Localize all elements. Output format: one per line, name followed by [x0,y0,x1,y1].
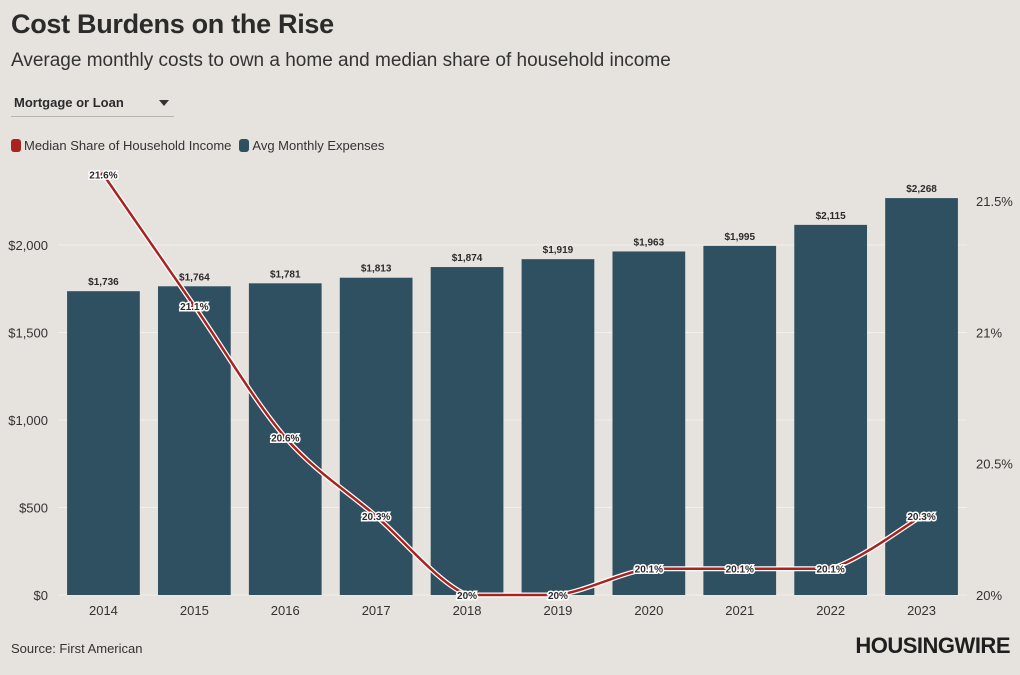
legend-item-share[interactable]: Median Share of Household Income [11,138,231,153]
chart-title: Cost Burdens on the Rise [11,9,334,39]
x-tick-label: 2021 [725,603,754,618]
x-tick-label: 2016 [271,603,300,618]
bar-2022 [794,224,868,595]
bar-2014 [67,291,140,595]
x-tick-label: 2019 [543,603,572,618]
y-left-tick-label: $1,000 [8,413,48,428]
bar-value-label: $1,781 [270,269,301,280]
bar-value-label: $1,764 [179,272,210,283]
share-point-2014 [100,171,107,178]
share-line [102,174,923,597]
source-note: Source: First American [11,641,143,656]
share-point-2022 [827,565,834,572]
bar-value-label: $1,813 [361,264,392,275]
share-value-label: 20% [548,591,568,602]
share-value-label: 20.6% [271,433,299,444]
chart-legend: Median Share of Household Income Avg Mon… [11,138,392,153]
share-value-label: 20% [457,591,477,602]
legend-label-expenses: Avg Monthly Expenses [252,138,385,153]
share-value-label: 20.3% [362,512,390,523]
bar-2019 [521,259,595,595]
share-value-label: 21.1% [180,302,208,313]
housingwire-logo: HOUSINGWIRE [855,633,1010,658]
bar-2015 [157,286,231,595]
share-point-2017 [373,513,380,520]
share-value-label: 20.1% [726,565,754,576]
share-point-2019 [554,592,561,598]
bar-value-label: $1,963 [634,237,665,248]
legend-swatch-expenses [239,139,250,152]
dropdown-selected-value: Mortgage or Loan [14,95,124,110]
cost-type-dropdown[interactable]: Mortgage or Loan [11,90,174,117]
bar-2020 [612,251,686,595]
share-point-2018 [464,592,471,598]
y-right-tick-label: 21.5% [976,194,1013,209]
y-right-tick-label: 20% [976,588,1002,603]
share-value-label: 20.3% [907,512,935,523]
bar-value-label: $1,874 [452,253,483,264]
share-point-2023 [918,513,925,520]
share-value-label: 21.6% [89,171,117,182]
x-tick-label: 2020 [634,603,663,618]
share-point-2016 [282,434,289,441]
bar-value-label: $2,115 [816,211,846,222]
legend-label-share: Median Share of Household Income [24,138,232,153]
x-tick-label: 2022 [816,603,845,618]
bar-2017 [339,277,413,595]
chevron-down-icon [159,100,169,106]
legend-swatch-share [11,139,21,152]
y-right-tick-label: 20.5% [976,457,1013,472]
bar-value-label: $1,736 [88,277,119,288]
bar-value-label: $1,919 [543,245,574,256]
share-value-label: 20.1% [635,565,663,576]
bar-2023 [885,198,958,595]
bar-value-label: $1,995 [724,232,755,243]
x-tick-label: 2014 [89,603,118,618]
chart-subtitle: Average monthly costs to own a home and … [11,50,671,71]
y-left-tick-label: $1,500 [8,326,48,341]
y-left-tick-label: $2,000 [8,238,48,253]
share-point-2021 [736,565,743,572]
x-tick-label: 2023 [907,603,936,618]
bar-value-label: $2,268 [906,184,937,195]
share-point-2015 [191,303,198,310]
x-tick-label: 2018 [453,603,482,618]
y-right-tick-label: 21% [976,325,1002,340]
share-value-label: 20.1% [816,565,844,576]
x-tick-label: 2015 [180,603,209,618]
legend-item-expenses[interactable]: Avg Monthly Expenses [239,138,384,153]
y-left-tick-label: $500 [19,501,48,516]
y-left-tick-label: $0 [34,588,48,603]
bar-2021 [703,245,777,595]
x-tick-label: 2017 [362,603,391,618]
bar-2018 [430,267,504,595]
share-point-2020 [645,565,652,572]
